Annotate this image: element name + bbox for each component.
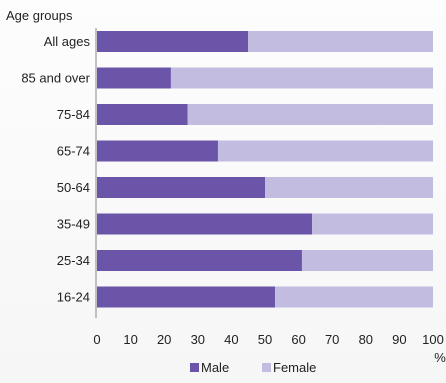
legend-label-female: Female <box>273 360 316 375</box>
bar-female-0 <box>248 31 433 52</box>
bar-female-6 <box>301 250 433 271</box>
x-tick-label: 90 <box>392 332 406 347</box>
y-tick-label: 25-34 <box>57 253 90 268</box>
y-tick-label: 75-84 <box>57 107 90 122</box>
bar-male-0 <box>97 31 249 52</box>
y-tick-label: 65-74 <box>57 144 90 159</box>
legend-swatch-male <box>190 363 199 372</box>
bar-male-2 <box>97 104 188 125</box>
bar-female-5 <box>312 213 433 235</box>
bar-male-5 <box>97 213 313 235</box>
y-axis-title: Age groups <box>6 8 73 23</box>
bar-male-6 <box>97 250 302 271</box>
y-tick-label: 35-49 <box>57 217 90 232</box>
y-tick-label: 16-24 <box>57 290 90 305</box>
x-tick-label: 70 <box>325 332 339 347</box>
y-tick-label: All ages <box>44 34 91 49</box>
legend-label-male: Male <box>201 360 229 375</box>
x-tick-label: 10 <box>123 332 137 347</box>
bar-female-7 <box>275 286 433 308</box>
bar-female-2 <box>187 104 433 125</box>
x-tick-label: 20 <box>157 332 171 347</box>
x-tick-label: 60 <box>291 332 305 347</box>
bars-group <box>97 31 434 308</box>
x-unit-label: % <box>434 350 446 365</box>
bar-female-1 <box>170 67 434 89</box>
legend-swatch-female <box>262 363 271 372</box>
bar-male-7 <box>97 286 276 308</box>
bar-female-4 <box>265 177 433 198</box>
x-tick-label: 50 <box>258 332 272 347</box>
x-tick-label: 40 <box>224 332 238 347</box>
bar-female-3 <box>217 140 433 162</box>
bar-male-4 <box>97 177 265 198</box>
legend: Male Female <box>190 360 316 375</box>
x-tick-labels: 0 10 20 30 40 50 60 70 80 90 100 <box>93 332 443 347</box>
y-tick-label: 50-64 <box>57 180 90 195</box>
x-tick-label: 100 <box>422 332 444 347</box>
bar-male-3 <box>97 140 218 162</box>
bar-male-1 <box>97 67 171 89</box>
y-tick-label: 85 and over <box>21 71 90 86</box>
y-tick-labels: All ages 85 and over 75-84 65-74 50-64 35-49 2… <box>21 34 90 305</box>
x-tick-label: 80 <box>359 332 373 347</box>
x-tick-label: 30 <box>191 332 205 347</box>
x-tick-label: 0 <box>93 332 100 347</box>
